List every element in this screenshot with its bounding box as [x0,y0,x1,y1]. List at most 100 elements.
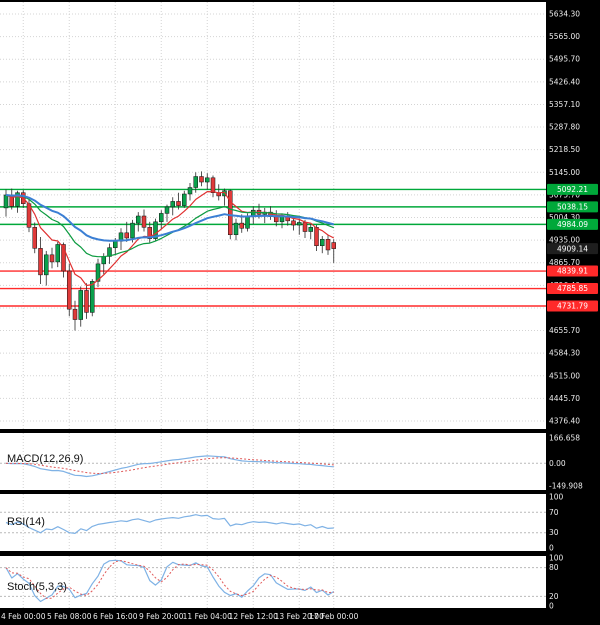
bear-candle-body [302,222,308,232]
macd-axis-label: -149.908 [549,482,583,491]
resistance-price-badge-bg [547,201,598,213]
candle [32,222,37,254]
bull-candle-body [297,222,302,226]
price-axis-label: 4655.70 [549,326,580,335]
stoch-axis-label: 100 [549,554,564,563]
rsi-axis-label: 0 [549,544,554,553]
time-axis[interactable]: 4 Feb 00:00 5 Feb 08:00 6 Feb 16:00 9 Feb 2… [1,612,359,621]
current-price-badge-label: 4909.14 [557,244,588,253]
bear-candle-body [61,244,66,272]
stoch-chart-panel[interactable] [0,556,546,608]
bull-candle-body [78,290,83,320]
candle [159,210,164,229]
resistance-price-badge: 5038.15 [547,201,598,213]
bear-candle-body [176,201,181,206]
bull-candle-body [164,206,170,214]
support-price-badge-label: 4731.79 [557,302,588,311]
time-axis-label: 13 Feb 20:00 [275,612,324,621]
candle [320,236,325,254]
support-price-badge: 4785.85 [547,283,598,295]
ma-slow-line [5,194,335,242]
macd-line [5,455,334,478]
bear-candle-body [124,232,129,239]
bear-candle-body [84,290,89,313]
time-axis-label: 5 Feb 08:00 [47,612,92,621]
macd-axis-label: 0.00 [549,459,566,468]
candle [170,197,175,216]
candle [124,221,129,242]
time-axis-label: 6 Feb 16:00 [93,612,138,621]
price-axis[interactable]: 5634.30 5565.00 5495.70 5426.40 5357.10 5287.… [549,10,580,426]
bear-candle-body [199,176,204,183]
resistance-price-badge-label: 5092.21 [557,185,588,194]
candles-layer [3,171,336,331]
rsi-chart-panel[interactable] [0,494,546,551]
bull-candle-body [205,177,210,183]
candle [84,283,89,319]
rsi-axis-label: 30 [549,528,559,537]
resistance-price-badge-label: 5038.15 [557,203,588,212]
support-price-badge: 4731.79 [547,300,598,312]
bear-candle-body [228,190,233,236]
candle [49,247,55,269]
bull-candle-body [95,263,101,282]
support-price-badge: 4839.91 [547,265,598,277]
candle [193,172,198,193]
candle [136,212,141,232]
candle [182,190,187,208]
resistance-price-badge: 4984.09 [547,218,598,230]
rsi-line [5,514,334,535]
candle [44,250,49,286]
candle [325,234,331,255]
stoch-axis-label: 20 [549,592,559,601]
current-price-badge: 4909.14 [547,243,598,255]
bear-candle-body [210,177,216,193]
bear-candle-body [274,216,279,223]
bear-candle-body [38,248,43,276]
bear-candle-body [49,254,55,263]
stoch-panel-title: Stoch(5,3,3) [7,581,67,593]
candle [90,279,95,317]
bull-candle-body [107,247,112,257]
bear-candle-body [147,227,152,239]
candle [308,224,313,240]
candle [297,218,302,235]
bear-candle-body [67,270,72,310]
candle [233,218,239,241]
resistance-price-badge-bg [547,183,598,195]
price-axis-label: 4445.70 [549,394,580,403]
support-price-badge-bg [547,265,598,277]
bear-candle-body [141,215,147,228]
price-axis-label: 4935.00 [549,236,580,245]
stoch-k-line [5,559,335,603]
bull-candle-body [193,176,198,188]
macd-chart-panel[interactable] [0,433,546,490]
candle [141,209,147,232]
candle [176,192,181,210]
bull-candle-body [3,194,9,209]
bull-candle-body [308,227,313,232]
price-axis-label: 5287.80 [549,123,580,132]
time-axis-label: 11 Feb 04:00 [183,612,232,621]
bull-candle-body [245,216,250,229]
bull-candle-body [55,244,60,263]
price-axis-label: 5495.70 [549,55,580,64]
bear-candle-body [314,227,319,247]
support-price-badge-bg [547,300,598,312]
rsi-axis-label: 100 [549,493,564,502]
bear-candle-body [32,227,37,249]
candle [3,189,9,217]
bull-candle-body [320,239,325,247]
candle [314,225,319,251]
candle [331,239,336,263]
bull-candle-body [136,215,141,224]
price-axis-label: 5634.30 [549,10,580,19]
candle [147,221,152,243]
price-axis-label: 5145.00 [549,168,580,177]
bull-candle-body [113,240,118,248]
candle [210,175,216,198]
time-axis-label: 17 Feb 00:00 [309,612,358,621]
price-axis-label: 4376.40 [549,417,580,426]
